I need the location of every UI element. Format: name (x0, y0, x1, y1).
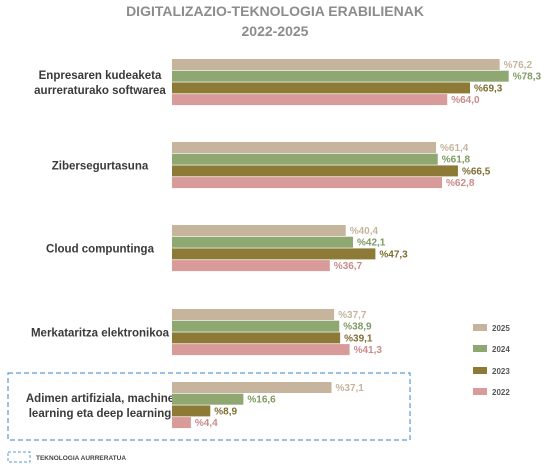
category-label: aurreraturako softwarea (34, 85, 166, 97)
bar-2024 (172, 70, 509, 82)
legend-label: 2023 (492, 367, 510, 376)
category-label: Adimen artifiziala, machine (26, 393, 174, 405)
bar-2022 (172, 260, 330, 272)
bar-2025 (172, 59, 500, 70)
data-label: %37,7 (338, 310, 367, 321)
data-label: %39,1 (344, 333, 373, 344)
data-label: %78,3 (513, 72, 542, 83)
chart-subtitle: 2022-2025 (242, 23, 309, 39)
legend-swatch-2023 (473, 367, 487, 374)
legend-label: 2025 (492, 324, 510, 333)
highlight-box (7, 372, 411, 441)
legend-swatch-2024 (473, 345, 487, 352)
category-label: learning eta deep learning (29, 408, 172, 420)
category-label: Enpresaren kudeaketa (39, 70, 162, 82)
data-label: %16,6 (247, 395, 276, 406)
bar-2023 (172, 405, 211, 417)
data-label: %4,4 (195, 418, 218, 429)
chart-title: DIGITALIZAZIO-TEKNOLOGIA ERABILIENAK (126, 3, 424, 19)
bar-2025 (172, 225, 346, 236)
bar-2025 (172, 142, 437, 153)
data-label: %69,3 (474, 83, 503, 94)
legend-label: 2024 (492, 345, 510, 354)
bar-2024 (172, 320, 340, 332)
bar-2022 (172, 344, 350, 356)
data-label: %41,3 (354, 345, 383, 356)
category-label: Cloud compuntinga (46, 243, 155, 255)
data-label: %40,4 (350, 226, 379, 237)
bar-2023 (172, 165, 458, 177)
data-label: %38,9 (343, 322, 372, 333)
data-label: %64,0 (451, 95, 480, 106)
data-label: %66,5 (462, 166, 491, 177)
bar-2025 (172, 309, 335, 320)
data-label: %61,4 (440, 143, 469, 154)
bar-2022 (172, 417, 191, 429)
legend-swatch-2025 (473, 324, 487, 331)
data-label: %76,2 (504, 60, 533, 71)
data-label: %36,7 (334, 261, 363, 272)
data-label: %47,3 (379, 249, 408, 260)
bar-2023 (172, 248, 376, 260)
bar-2024 (172, 153, 438, 165)
legend-label: 2022 (492, 388, 510, 397)
legend-swatch-2022 (473, 388, 487, 395)
bar-2023 (172, 82, 470, 94)
data-label: %42,1 (357, 238, 386, 249)
category-label: Merkataritza elektronikoa (31, 327, 170, 339)
bar-2024 (172, 393, 244, 405)
bar-2022 (172, 94, 448, 106)
data-label: %61,8 (442, 155, 471, 166)
category-label: Zibersegurtasuna (52, 160, 149, 172)
data-label: %62,8 (446, 178, 475, 189)
bar-2022 (172, 177, 443, 189)
note-swatch (7, 451, 31, 463)
bar-2025 (172, 382, 332, 393)
bar-2023 (172, 332, 341, 344)
bar-2024 (172, 236, 354, 248)
highlight-note: TEKNOLOGIA AURRERATUA (36, 455, 126, 462)
data-label: %37,1 (336, 383, 365, 394)
data-label: %8,9 (214, 406, 237, 417)
